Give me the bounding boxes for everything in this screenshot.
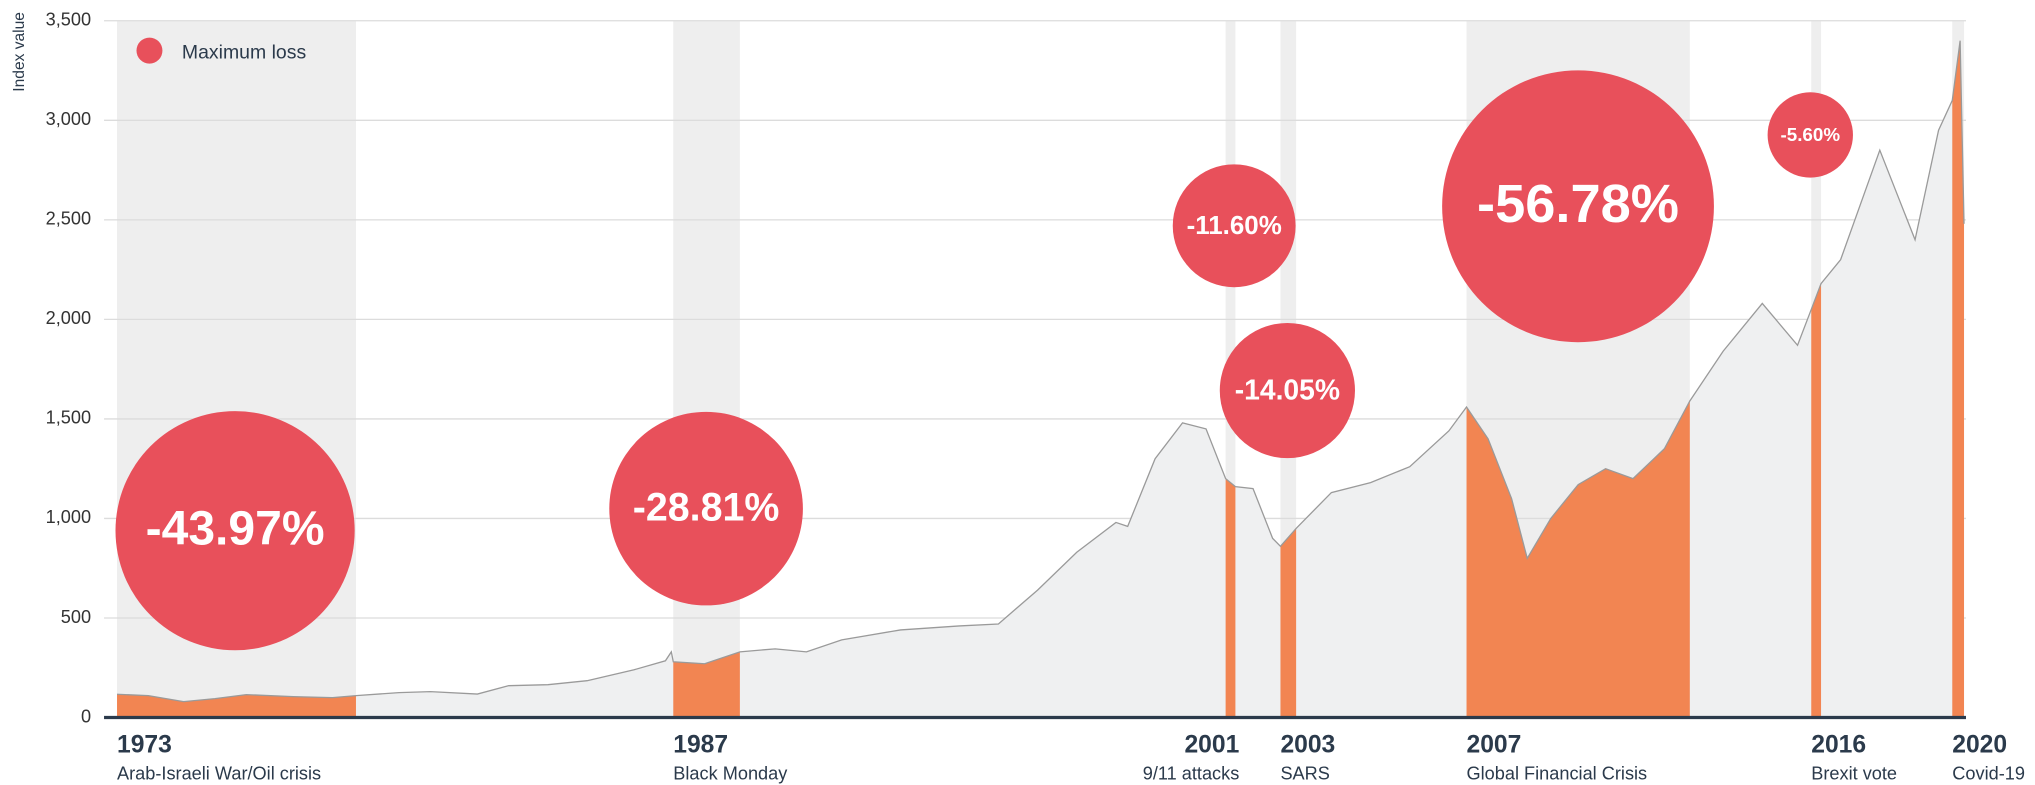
crisis-event: Covid-19 [1952, 763, 2025, 783]
crisis-area [1952, 40, 1965, 718]
crisis-event: Brexit vote [1811, 763, 1897, 783]
loss-label: -11.60% [1187, 212, 1282, 240]
crisis-year: 2016 [1811, 732, 1866, 759]
loss-bubble [1219, 322, 1355, 459]
loss-label: -28.81% [633, 485, 780, 529]
loss-label: -5.60% [1781, 124, 1841, 145]
loss-bubble [1767, 92, 1853, 178]
crisis-event: Black Monday [673, 763, 788, 783]
y-tick-label: 3,500 [46, 10, 91, 30]
crisis-event: 9/11 attacks [1143, 763, 1240, 783]
loss-label: -14.05% [1235, 373, 1340, 405]
crisis-year: 2001 [1184, 732, 1239, 759]
y-tick-label: 1,500 [46, 408, 91, 428]
loss-label: -43.97% [146, 503, 325, 556]
loss-label: -56.78% [1477, 174, 1679, 234]
y-axis-label: Index value [11, 12, 28, 92]
legend-label: Maximum loss [182, 41, 307, 63]
crisis-event: SARS [1280, 763, 1329, 783]
crisis-area [117, 694, 356, 718]
crisis-event: Arab-Israeli War/Oil crisis [117, 763, 321, 783]
crisis-event: Global Financial Crisis [1467, 763, 1648, 783]
index-line [116, 40, 1965, 703]
crisis-year: 1987 [673, 732, 728, 759]
crisis-area [1811, 283, 1822, 718]
y-tick-label: 1,000 [46, 507, 91, 527]
y-tick-label: 2,000 [46, 308, 91, 328]
y-tick-label: 500 [61, 607, 91, 627]
crisis-area [1466, 400, 1690, 718]
y-tick-label: 0 [81, 706, 91, 726]
crisis-year: 1973 [117, 732, 172, 759]
loss-bubble [115, 411, 355, 651]
loss-bubble [1172, 164, 1296, 288]
legend-swatch [136, 37, 163, 64]
crisis-band [673, 20, 740, 718]
loss-bubble [1442, 70, 1714, 343]
crisis-area [673, 651, 740, 718]
crisis-area [1225, 478, 1236, 718]
loss-bubble [609, 411, 803, 606]
crisis-year: 2007 [1467, 732, 1522, 759]
crisis-area [1280, 528, 1297, 718]
crisis-year: 2003 [1280, 732, 1335, 759]
y-tick-label: 2,500 [46, 209, 91, 229]
y-tick-label: 3,000 [46, 109, 91, 129]
crisis-year: 2020 [1952, 732, 2007, 759]
